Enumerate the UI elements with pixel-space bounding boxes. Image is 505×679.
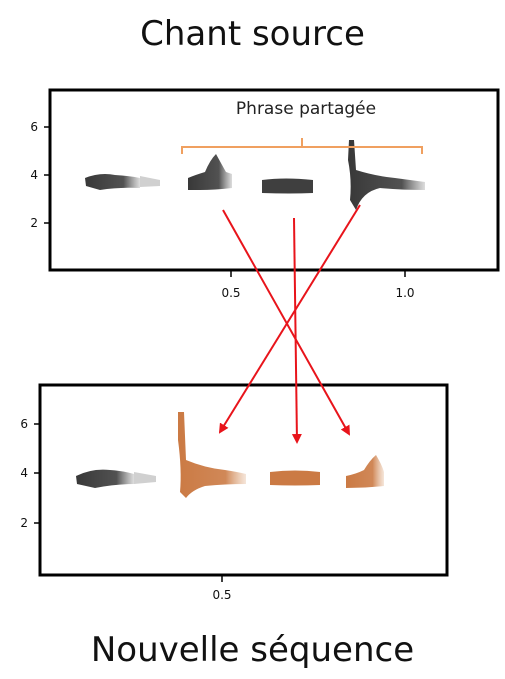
new-y-tick-2: 2: [20, 516, 28, 530]
new-syllable-1-source: [76, 469, 156, 488]
source-x-tick-1-0: 1.0: [395, 286, 414, 300]
shared-phrase-bracket: [181, 138, 423, 154]
new-x-tick-0-5: 0.5: [212, 588, 231, 602]
shared-phrase-label: Phrase partagée: [236, 99, 376, 119]
source-y-tick-6: 6: [30, 120, 38, 134]
source-syllable-4: [348, 140, 425, 210]
source-x-tick-0-5: 0.5: [221, 286, 240, 300]
new-spectrogram: 6 4 2 0.5: [20, 383, 449, 602]
source-spectrogram: 6 4 2 0.5 1.0 Phrase partagée: [30, 88, 500, 300]
transfer-arrows: [218, 204, 361, 444]
source-syllable-3: [262, 178, 313, 194]
arrow-syllable-2-to-4: [222, 209, 350, 436]
new-y-tick-4: 4: [20, 466, 28, 480]
source-y-tick-2: 2: [30, 216, 38, 230]
title-new-sequence: Nouvelle séquence: [90, 630, 415, 670]
source-frame: [48, 88, 500, 272]
new-y-tick-6: 6: [20, 417, 28, 431]
source-y-tick-4: 4: [30, 168, 38, 182]
arrow-syllable-3-to-3: [291, 217, 302, 444]
new-syllable-2-copied: [178, 412, 246, 498]
source-syllable-1: [85, 174, 160, 190]
new-frame: [38, 383, 449, 577]
new-syllable-4-copied: [346, 455, 384, 488]
arrow-syllable-4-to-2: [218, 204, 361, 434]
new-syllable-3-copied: [270, 470, 320, 486]
title-source-song: Chant source: [140, 14, 365, 54]
source-syllable-2: [188, 154, 232, 190]
